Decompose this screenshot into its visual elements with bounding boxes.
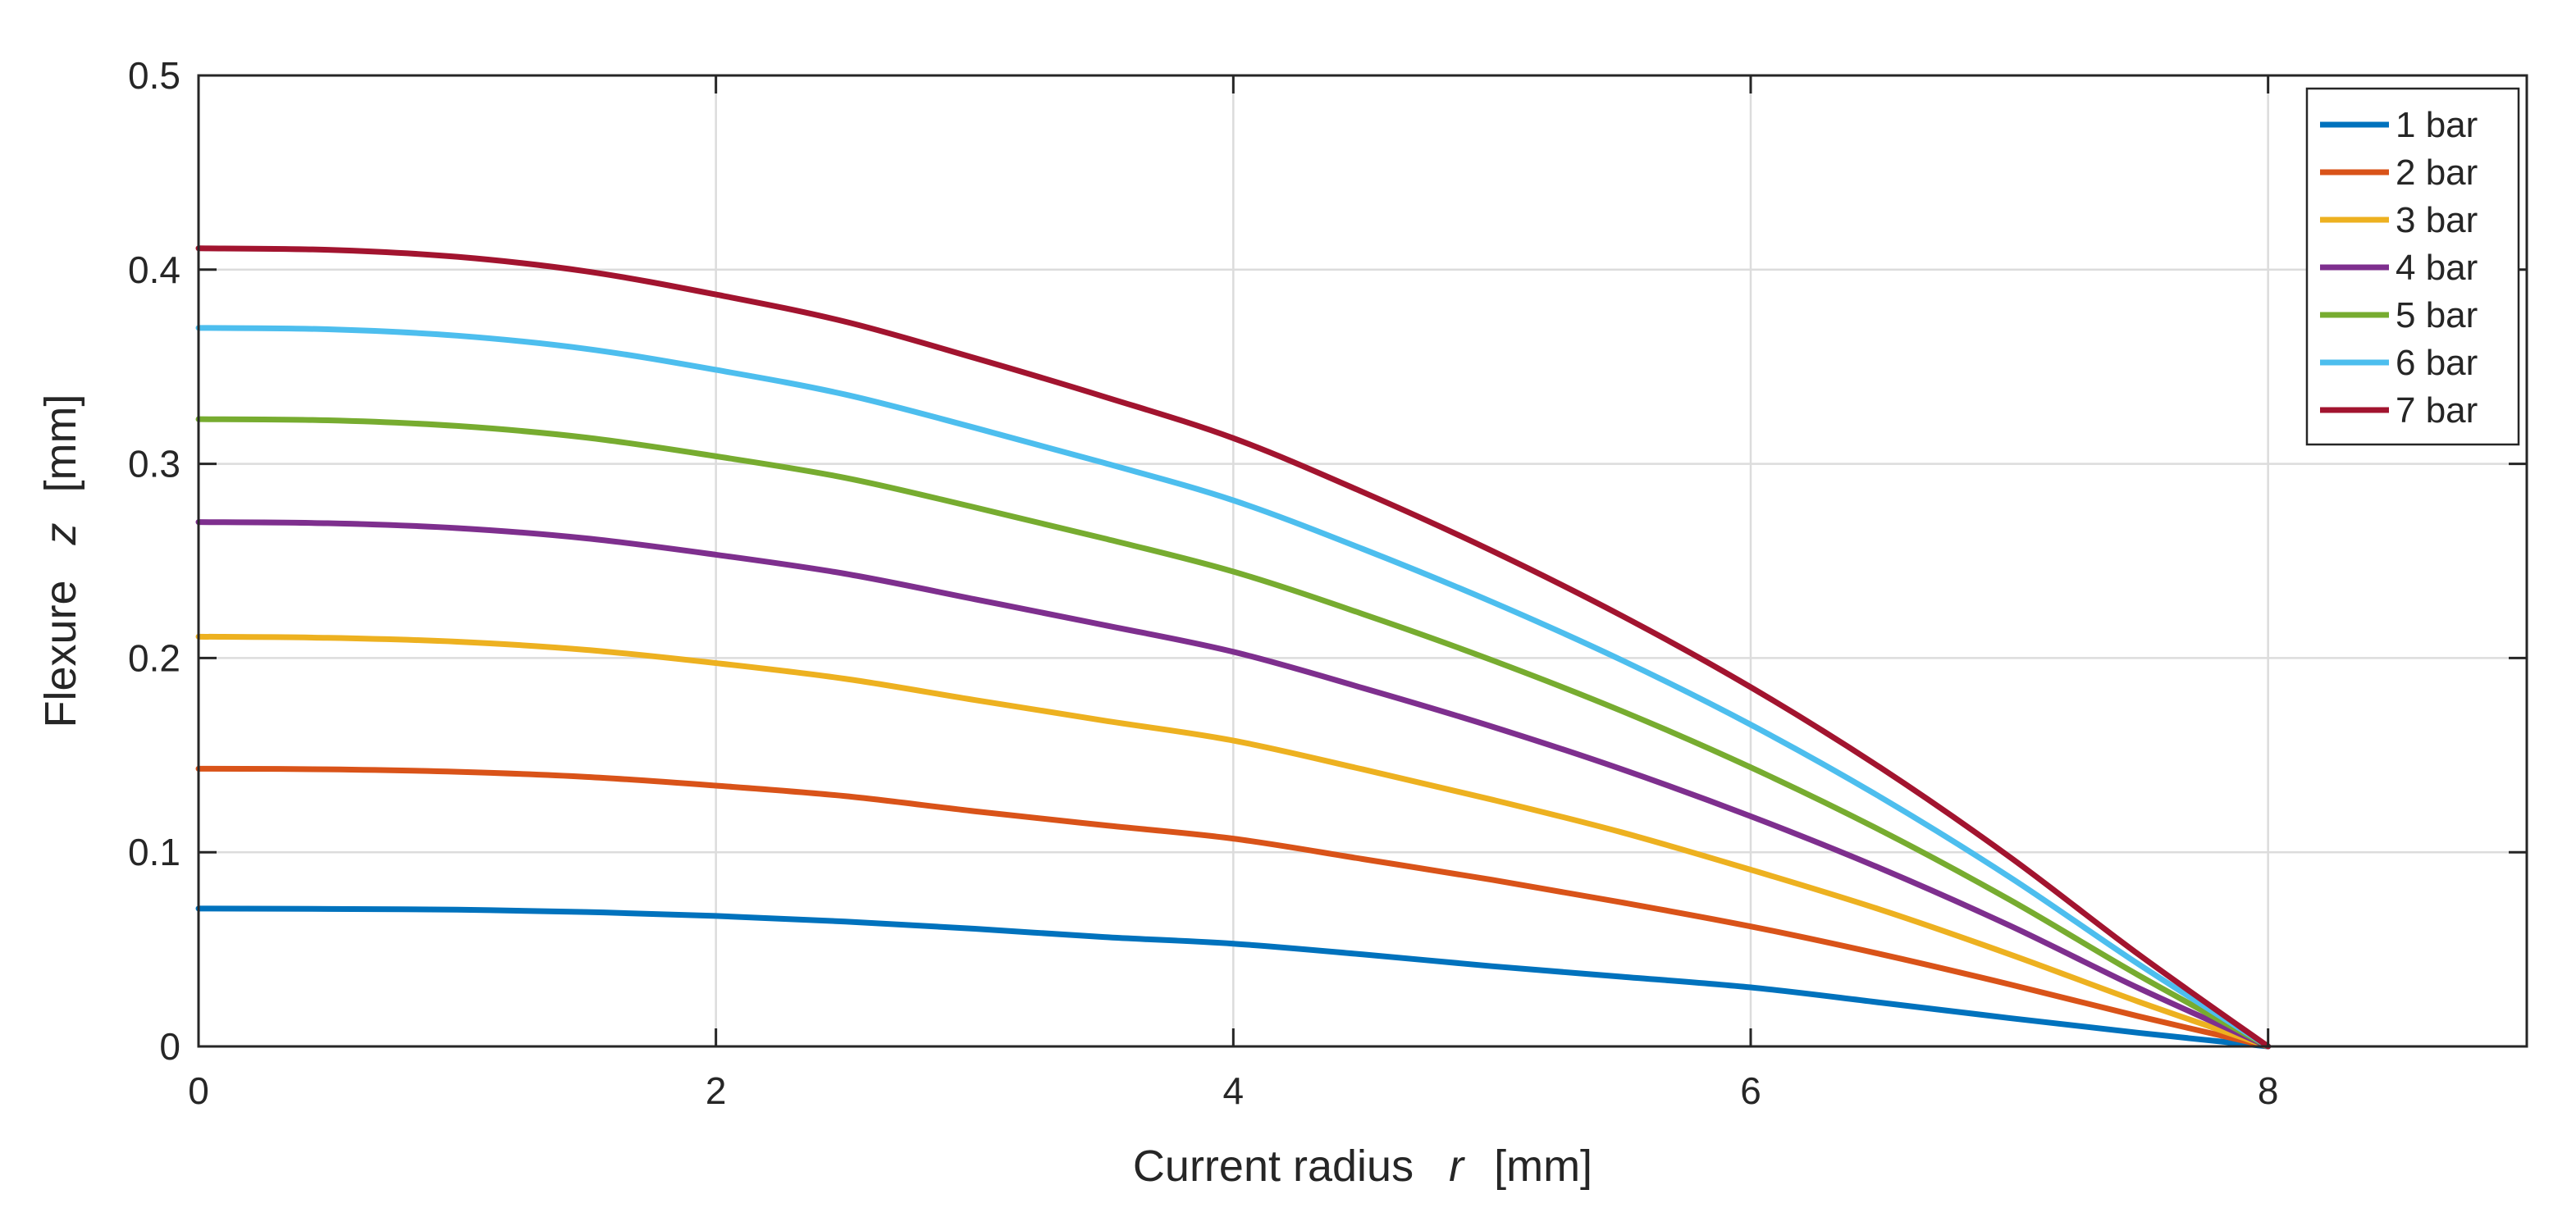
series-line-1 <box>195 905 2272 1050</box>
series-line-7 <box>195 245 2272 1050</box>
legend-label: 4 bar <box>2396 248 2478 288</box>
plot-frame <box>197 74 2528 1048</box>
legend-label: 1 bar <box>2396 105 2478 145</box>
y-tick-labels: 0 0.1 0.2 0.3 0.4 0.5 <box>128 54 180 1068</box>
legend-item: 6 bar <box>2320 343 2478 383</box>
x-tick-label: 4 <box>1223 1069 1245 1112</box>
series-line-3 <box>195 633 2272 1050</box>
y-axis-label: Flexure z [mm] <box>36 394 85 727</box>
grid-lines <box>199 75 2527 1046</box>
legend-item: 4 bar <box>2320 248 2478 288</box>
legend-item: 7 bar <box>2320 390 2478 431</box>
series-line-4 <box>195 519 2272 1050</box>
x-axis-label-text: Current radius <box>1133 1142 1414 1191</box>
x-tick-label: 0 <box>188 1069 209 1112</box>
x-axis-label-unit: [mm] <box>1494 1142 1592 1191</box>
legend-label: 5 bar <box>2396 295 2478 335</box>
series-lines <box>195 245 2272 1050</box>
legend-item: 5 bar <box>2320 295 2478 335</box>
legend-item: 2 bar <box>2320 153 2478 193</box>
y-tick-label: 0.5 <box>128 54 180 97</box>
x-axis-label-variable: r <box>1449 1142 1465 1191</box>
legend-label: 2 bar <box>2396 153 2478 193</box>
x-tick-label: 6 <box>1740 1069 1761 1112</box>
legend-label: 7 bar <box>2396 390 2478 431</box>
y-axis-label-text: Flexure <box>36 580 85 727</box>
x-tick-labels: 0 2 4 6 8 <box>188 1069 2278 1112</box>
legend-label: 3 bar <box>2396 200 2478 240</box>
axis-ticks <box>197 74 2527 1048</box>
series-line-5 <box>195 416 2272 1050</box>
y-axis-label-variable: z <box>36 522 85 545</box>
legend: 1 bar 2 bar 3 bar 4 bar 5 bar 6 bar 7 bar <box>2305 87 2520 446</box>
x-tick-label: 2 <box>706 1069 727 1112</box>
y-tick-label: 0.4 <box>128 248 180 291</box>
series-line-6 <box>195 325 2272 1050</box>
y-tick-label: 0 <box>159 1025 180 1068</box>
x-tick-label: 8 <box>2258 1069 2279 1112</box>
y-tick-label: 0.1 <box>128 831 180 873</box>
series-line-2 <box>195 765 2272 1050</box>
y-tick-label: 0.3 <box>128 443 180 485</box>
legend-item: 3 bar <box>2320 200 2478 240</box>
y-axis-label-unit: [mm] <box>36 394 85 492</box>
x-axis-label: Current radius r [mm] <box>1133 1142 1592 1191</box>
y-tick-label: 0.2 <box>128 636 180 679</box>
legend-item: 1 bar <box>2320 105 2478 145</box>
legend-label: 6 bar <box>2396 343 2478 383</box>
